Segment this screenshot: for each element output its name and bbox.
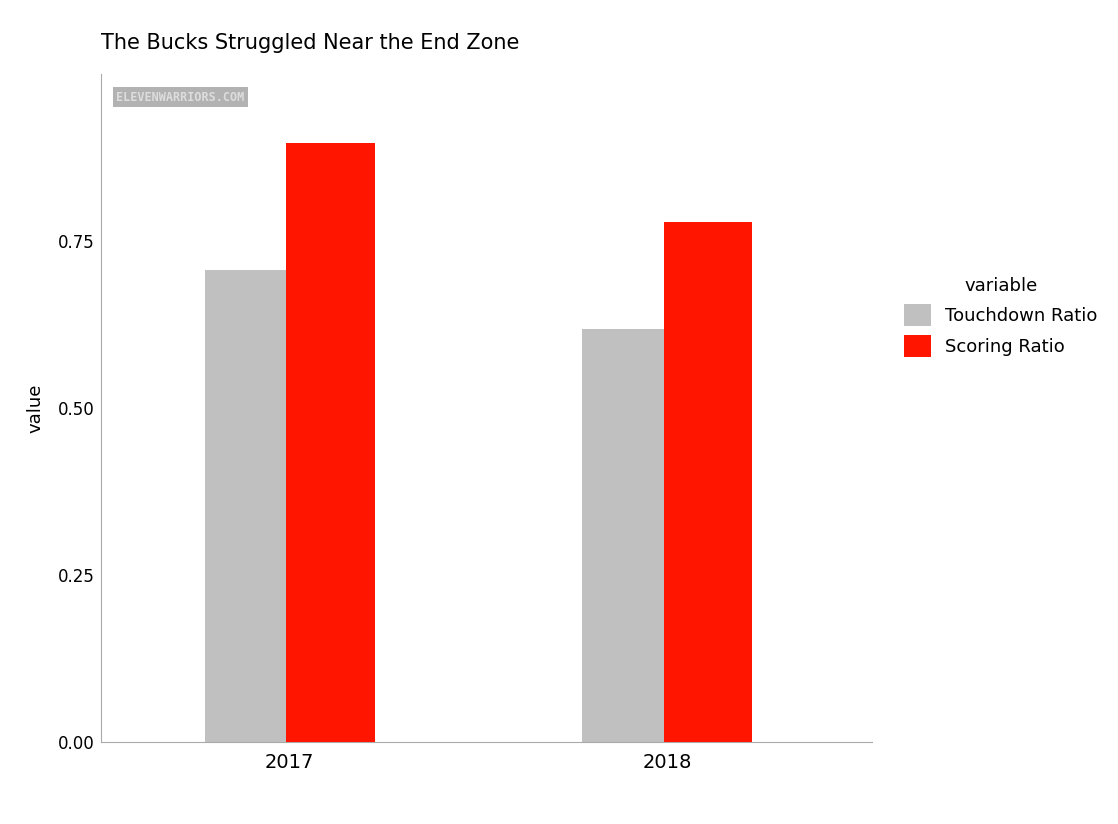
Legend: Touchdown Ratio, Scoring Ratio: Touchdown Ratio, Scoring Ratio — [897, 270, 1105, 365]
Text: ELEVENWARRIORS.COM: ELEVENWARRIORS.COM — [116, 91, 245, 104]
Bar — [286, 143, 375, 742]
Bar — [582, 329, 671, 742]
Y-axis label: value: value — [27, 383, 45, 433]
Text: The Bucks Struggled Near the End Zone: The Bucks Struggled Near the End Zone — [101, 33, 519, 53]
Bar — [664, 222, 752, 742]
Bar — [205, 270, 293, 742]
